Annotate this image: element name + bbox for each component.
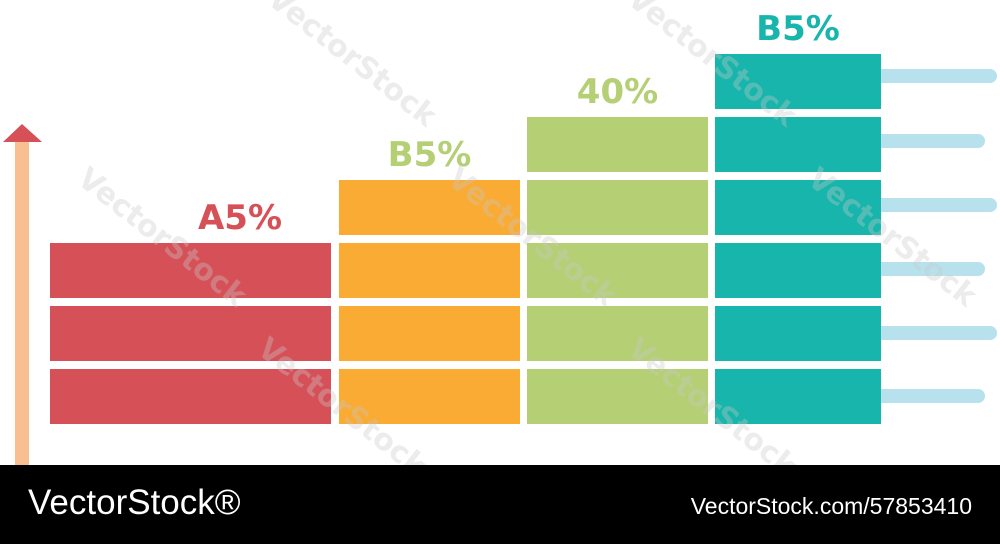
bar-segment: [715, 180, 881, 235]
bar-value-label: A5%: [198, 198, 282, 238]
bar-value-label: B5%: [388, 135, 472, 175]
bar-value-label: 40%: [577, 72, 658, 112]
bar-segment: [339, 306, 520, 361]
bar-segment: [50, 306, 331, 361]
bar-segment: [715, 54, 881, 109]
bar-segment: [339, 369, 520, 424]
bar-segment: [715, 369, 881, 424]
bar-segment: [339, 180, 520, 235]
bar-segment: [715, 243, 881, 298]
bar-segment: [339, 243, 520, 298]
bar-segment: [50, 369, 331, 424]
bar-segment: [50, 243, 331, 298]
bar-segment: [715, 117, 881, 172]
bar-segment: [527, 117, 708, 172]
arrow-shaft: [15, 140, 29, 465]
chart-svg: A5% B5% 40% B5%: [3, 9, 997, 465]
bar-value-label: B5%: [756, 9, 840, 49]
arrow-head-icon: [3, 124, 42, 142]
footer-brand: VectorStock®: [28, 483, 241, 522]
bar-segment: [527, 306, 708, 361]
bar-segment: [527, 243, 708, 298]
footer-bar: VectorStock® VectorStock.com/57853410: [0, 465, 1000, 544]
footer-image-id: VectorStock.com/57853410: [690, 493, 972, 519]
bar-segment: [527, 180, 708, 235]
bar-segment: [527, 369, 708, 424]
chart-area: A5% B5% 40% B5% VectorStock VectorStock Vec…: [3, 0, 997, 465]
bar-segment: [715, 306, 881, 361]
